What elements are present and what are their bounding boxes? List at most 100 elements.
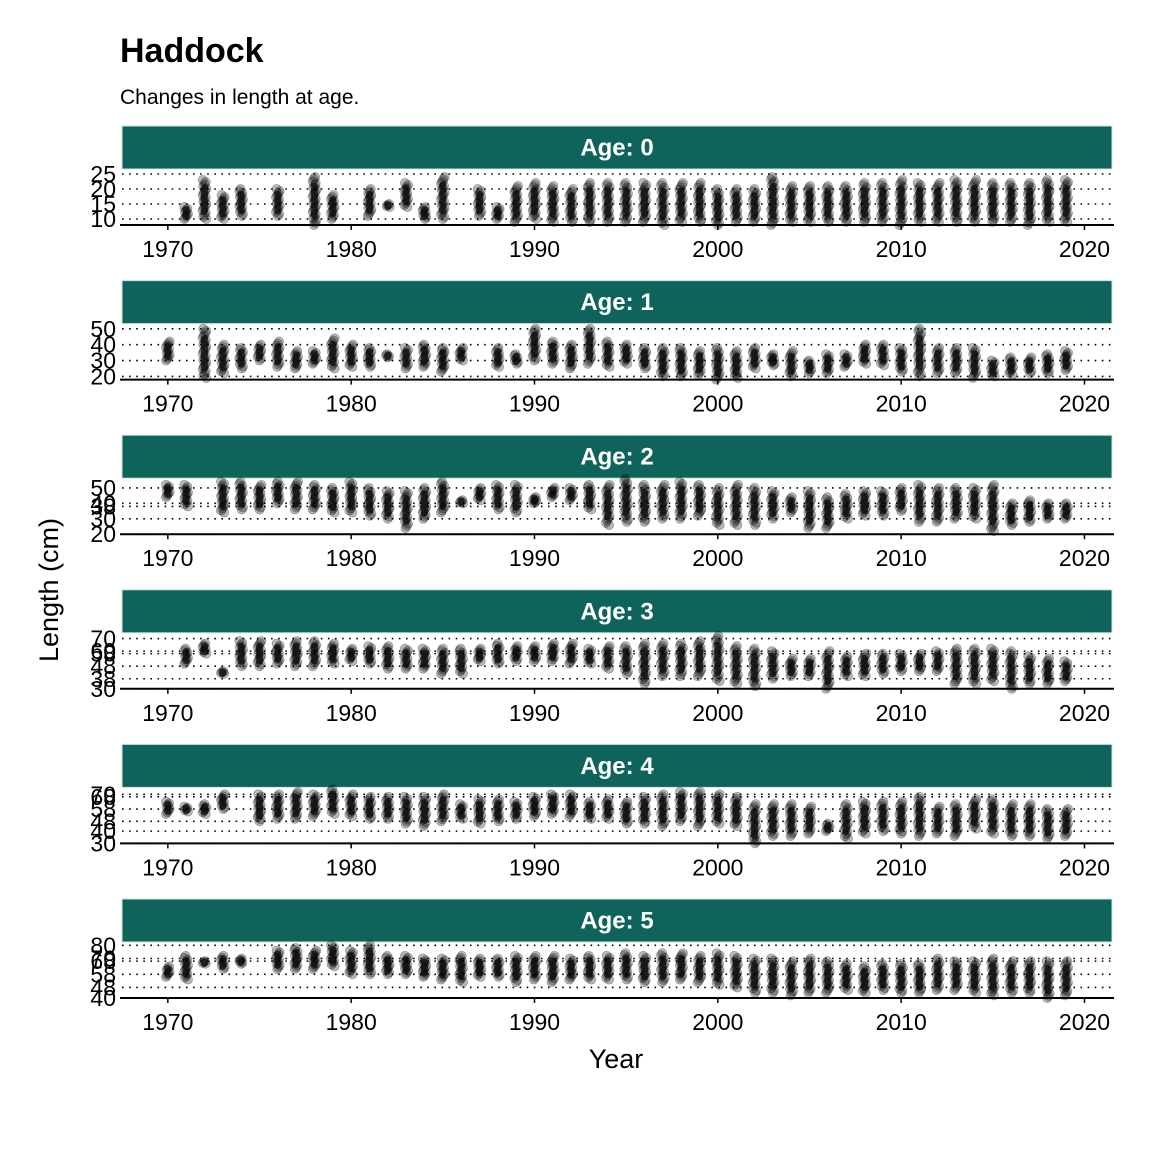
year-point-column [1041, 349, 1055, 379]
x-tick-label: 1990 [509, 1009, 560, 1035]
data-point [986, 643, 997, 654]
facet-strip-label: Age: 4 [580, 753, 654, 780]
year-point-column [876, 796, 890, 837]
year-point-column [344, 945, 358, 980]
year-point-column [839, 180, 853, 227]
year-point-column [197, 323, 212, 384]
year-point-column [1059, 346, 1073, 376]
year-point-column [802, 355, 817, 379]
x-tick-label: 2010 [876, 854, 927, 880]
x-tick-label: 2000 [692, 545, 743, 571]
year-point-column [729, 950, 743, 993]
year-point-column [564, 339, 578, 374]
year-point-column [326, 784, 340, 819]
year-point-column [399, 177, 413, 212]
year-point-column [656, 479, 670, 524]
year-point-column [674, 342, 688, 382]
data-point [859, 177, 870, 188]
year-point-column [1022, 495, 1037, 527]
year-point-column [949, 643, 963, 689]
year-point-column [509, 479, 523, 518]
year-point-column [179, 201, 193, 224]
year-point-column [802, 801, 817, 839]
year-point-column [326, 638, 340, 669]
data-point [197, 174, 208, 185]
year-point-column [582, 950, 597, 985]
year-point-column [491, 794, 505, 827]
year-point-column [692, 177, 707, 227]
year-point-column [417, 953, 432, 982]
year-point-column [766, 953, 780, 998]
year-point-column [528, 492, 542, 509]
x-tick-label: 1980 [326, 1009, 377, 1035]
year-point-column [362, 342, 377, 372]
year-point-column [436, 342, 450, 377]
data-point [802, 485, 813, 496]
year-point-column [491, 479, 505, 515]
year-point-column [289, 786, 303, 824]
data-point [713, 631, 724, 642]
year-point-column [399, 643, 413, 674]
year-point-column [454, 950, 468, 988]
data-point [201, 213, 212, 224]
year-point-column [564, 789, 578, 822]
year-point-column [986, 177, 1000, 227]
data-point [712, 183, 723, 194]
year-point-column [399, 950, 413, 980]
year-point-column [931, 482, 945, 527]
year-point-column [857, 177, 872, 227]
year-point-column [491, 638, 505, 669]
data-point [1006, 646, 1017, 657]
year-point-column [1022, 177, 1037, 230]
year-point-column [949, 342, 963, 379]
data-point [714, 482, 725, 493]
year-point-column [986, 643, 1000, 687]
year-point-column [1004, 799, 1018, 842]
year-point-column [839, 799, 853, 844]
year-point-column [1004, 177, 1018, 227]
year-point-column [582, 177, 597, 227]
year-point-column [1004, 498, 1018, 530]
facet-strip-label: Age: 0 [580, 135, 653, 162]
year-point-column [1059, 656, 1073, 687]
year-point-column [931, 953, 945, 996]
year-point-column [857, 961, 872, 998]
year-point-column [344, 789, 358, 822]
year-point-column [271, 336, 285, 372]
year-point-column [931, 177, 945, 227]
data-point [602, 177, 613, 188]
data-point [787, 956, 798, 967]
data-point [987, 177, 998, 188]
year-point-column [527, 641, 542, 667]
year-point-column [912, 958, 927, 998]
year-point-column [894, 648, 908, 677]
year-point-column [179, 479, 193, 512]
year-point-column [619, 177, 633, 227]
data-point [604, 479, 615, 490]
data-point [912, 177, 923, 188]
year-point-column [527, 950, 542, 985]
chart-title: Haddock [120, 32, 264, 70]
x-tick-label: 1970 [142, 700, 193, 726]
year-point-column [729, 641, 743, 689]
x-tick-label: 1990 [509, 391, 560, 417]
year-point-column [271, 183, 285, 221]
data-point [749, 643, 760, 654]
data-point [841, 799, 852, 810]
x-tick-label: 2020 [1059, 700, 1110, 726]
x-tick-label: 1990 [509, 545, 560, 571]
y-tick-label: 80 [90, 932, 116, 958]
year-point-column [1059, 804, 1073, 842]
x-tick-label: 2000 [692, 1009, 743, 1035]
year-point-column [1022, 651, 1037, 689]
year-point-column [216, 950, 230, 975]
data-point [971, 174, 982, 185]
data-point [989, 479, 1000, 490]
year-point-column [399, 485, 413, 534]
year-point-column [1022, 352, 1037, 379]
year-point-column [1041, 653, 1055, 689]
